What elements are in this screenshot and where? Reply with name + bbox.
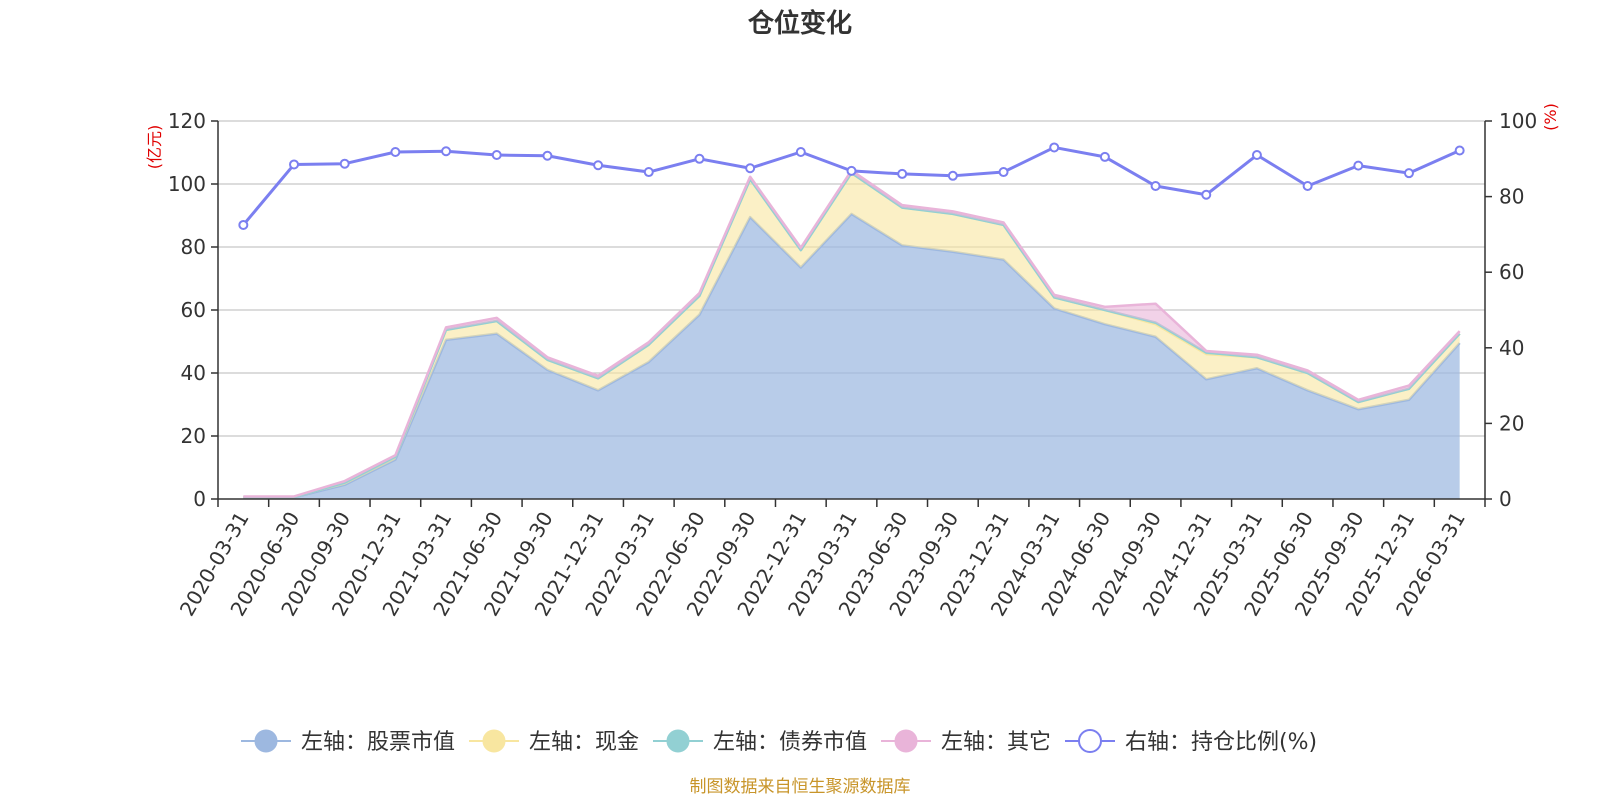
right-axis-tick-label: 40 [1499, 336, 1524, 360]
ratio-point [238, 219, 249, 230]
ratio-point [897, 168, 908, 179]
legend-label: 左轴：债券市值 [713, 730, 867, 755]
legend-item-1[interactable]: 左轴：现金 [469, 729, 639, 755]
ratio-point [1251, 150, 1262, 161]
ratio-point [1099, 151, 1110, 162]
area-0 [243, 213, 1460, 500]
ratio-point [289, 159, 300, 170]
ratio-point [542, 150, 553, 161]
legend-label: 左轴：现金 [529, 730, 639, 755]
stacked-areas [243, 169, 1461, 500]
ratio-point [593, 160, 604, 171]
right-axis-tick-label: 100 [1499, 109, 1537, 133]
right-axis-tick-label: 0 [1499, 487, 1512, 511]
left-axis-tick-label: 20 [181, 424, 206, 448]
ratio-point [1302, 181, 1313, 192]
left-axis-tick-label: 40 [181, 361, 206, 385]
legend-swatch-marker [1078, 729, 1102, 753]
left-axis-tick-label: 120 [168, 109, 206, 133]
ratio-point [998, 167, 1009, 178]
legend-item-3[interactable]: 左轴：其它 [881, 729, 1051, 755]
ratio-point [1049, 142, 1060, 153]
ratio-point [1353, 160, 1364, 171]
ratio-point [441, 146, 452, 157]
legend-label: 左轴：其它 [941, 730, 1051, 755]
ratio-point [390, 146, 401, 157]
right-axis-tick-label: 60 [1499, 260, 1524, 284]
ratio-point [1454, 145, 1465, 156]
left-axis-tick-label: 80 [181, 235, 206, 259]
ratio-point [1403, 168, 1414, 179]
ratio-point [947, 170, 958, 181]
right-axis-unit: (%) [1541, 103, 1560, 131]
legend-label: 右轴：持仓比例(%) [1125, 730, 1317, 755]
ratio-line [238, 142, 1465, 230]
legend-label: 左轴：股票市值 [301, 730, 455, 755]
right-axis-tick-label: 20 [1499, 411, 1524, 435]
ratio-point [491, 150, 502, 161]
left-axis-tick-label: 0 [193, 487, 206, 511]
legend: 左轴：股票市值 左轴：现金 左轴：债券市值 左轴：其它 右轴：持仓比例(%) [241, 729, 1317, 755]
legend-item-2[interactable]: 左轴：债券市值 [653, 729, 867, 755]
ratio-point [1201, 189, 1212, 200]
left-axis-tick-label: 60 [181, 298, 206, 322]
source-note: 制图数据来自恒生聚源数据库 [690, 777, 911, 797]
ratio-point [643, 167, 654, 178]
ratio-point [846, 165, 857, 176]
legend-swatch-marker [482, 729, 506, 753]
legend-swatch-marker [254, 729, 278, 753]
legend-swatch-marker [894, 729, 918, 753]
ratio-point [795, 146, 806, 157]
legend-item-0[interactable]: 左轴：股票市值 [241, 729, 455, 755]
right-axis-tick-label: 80 [1499, 185, 1524, 209]
ratio-point [339, 158, 350, 169]
legend-swatch-marker [666, 729, 690, 753]
left-axis-tick-label: 100 [168, 172, 206, 196]
left-axis-unit: (亿元) [145, 125, 164, 170]
ratio-point [745, 163, 756, 174]
ratio-point [1150, 181, 1161, 192]
legend-item-4[interactable]: 右轴：持仓比例(%) [1065, 729, 1317, 755]
chart-title: 仓位变化 [747, 8, 852, 39]
ratio-point [694, 153, 705, 164]
